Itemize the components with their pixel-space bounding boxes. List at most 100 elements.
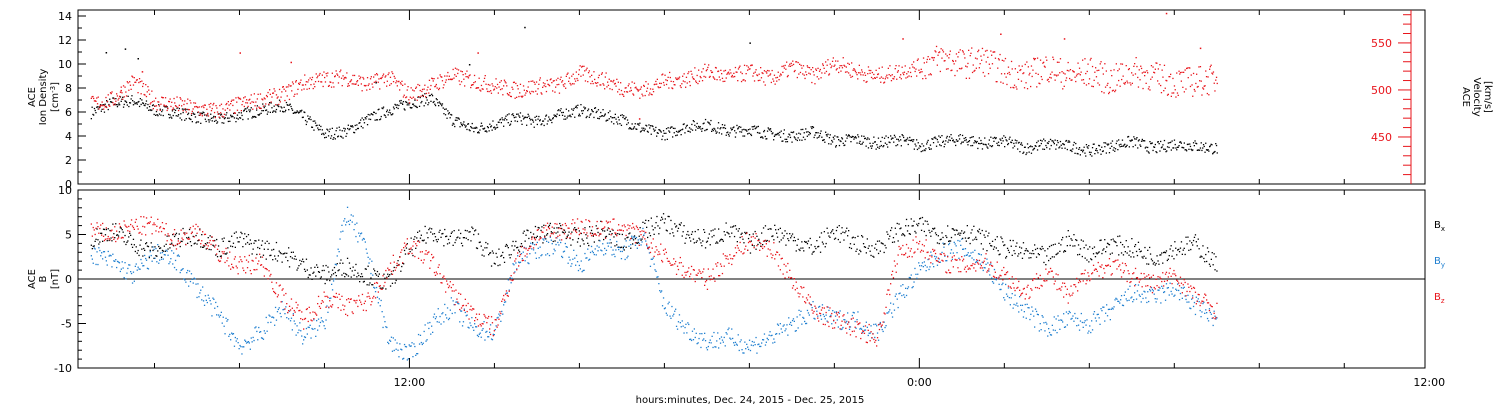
density-point [352,126,354,128]
velocity-point [906,73,908,75]
velocity-point [769,74,771,76]
by-point [537,247,539,249]
by-point [602,243,604,245]
velocity-point [582,74,584,76]
velocity-point [144,94,146,96]
velocity-point [848,63,850,65]
density-point [601,115,603,117]
by-point [743,352,745,354]
bx-point [913,220,915,222]
density-point [836,136,838,138]
bx-point [231,245,234,248]
velocity-point [699,75,701,78]
density-point [710,119,712,122]
bx-point [415,247,417,249]
bx-point [113,233,115,235]
velocity-point [810,69,812,71]
density-point [553,114,555,116]
density-point [620,114,622,117]
velocity-point [952,59,954,62]
bx-point [481,254,483,256]
density-point [871,145,873,147]
velocity-point [221,115,223,117]
bx-point [299,259,301,262]
bx-point [466,230,468,232]
velocity-point [561,81,563,83]
bx-point [293,258,295,260]
by-point [492,333,494,335]
velocity-point [803,74,805,76]
bx-point [1083,247,1085,249]
density-point [120,100,122,102]
density-outlier [524,26,526,29]
by-point [766,337,768,339]
density-point [464,124,466,126]
velocity-point [578,69,580,71]
density-point [1010,141,1013,144]
by-point [639,238,641,240]
velocity-point [139,81,141,83]
density-point [282,110,284,113]
velocity-point [168,100,170,103]
bx-point [919,217,922,219]
density-point [338,126,340,128]
by-point [536,241,538,244]
velocity-point [291,81,294,83]
velocity-point [926,61,928,63]
velocity-point [434,86,436,88]
bx-point [977,231,980,233]
velocity-point [291,90,293,92]
bx-point [688,234,690,236]
velocity-point [797,61,799,64]
density-point [1129,139,1131,142]
velocity-point [393,75,395,78]
bx-point [940,238,942,240]
by-point [759,345,761,348]
by-point [427,322,429,324]
velocity-point [171,109,174,111]
density-point [431,93,433,95]
density-point [1167,142,1169,144]
by-point [580,260,582,262]
by-point [384,321,386,323]
bx-point [1033,253,1035,255]
bx-point [610,242,612,244]
by-point [483,321,485,323]
density-point [714,130,717,132]
density-point [1205,149,1208,151]
velocity-point [568,77,571,79]
velocity-point [486,90,489,93]
by-point [182,268,184,270]
density-point [334,133,336,136]
bx-point [566,235,568,238]
density-point [384,114,386,117]
by-point [90,255,92,257]
by-point [144,254,146,257]
bx-point [722,240,724,242]
velocity-point [272,92,275,94]
density-point [811,127,813,130]
velocity-point [229,109,231,111]
density-point [950,134,952,136]
velocity-point [445,79,447,81]
density-point [279,110,281,112]
bx-point [576,241,579,243]
bx-point [777,228,780,231]
density-point [230,116,232,118]
velocity-point [1180,80,1182,82]
density-point [782,140,784,142]
bx-point [1013,250,1015,252]
density-point [461,125,463,127]
velocity-point [639,97,641,99]
density-point [548,118,551,120]
velocity-point [613,79,615,82]
density-point [376,119,378,121]
density-point [1110,142,1112,144]
velocity-point [1056,61,1059,63]
density-point [163,105,165,107]
density-point [198,114,200,116]
density-point [225,114,227,116]
bx-point [1196,245,1198,247]
bx-point [316,264,318,266]
bx-point [328,271,330,273]
